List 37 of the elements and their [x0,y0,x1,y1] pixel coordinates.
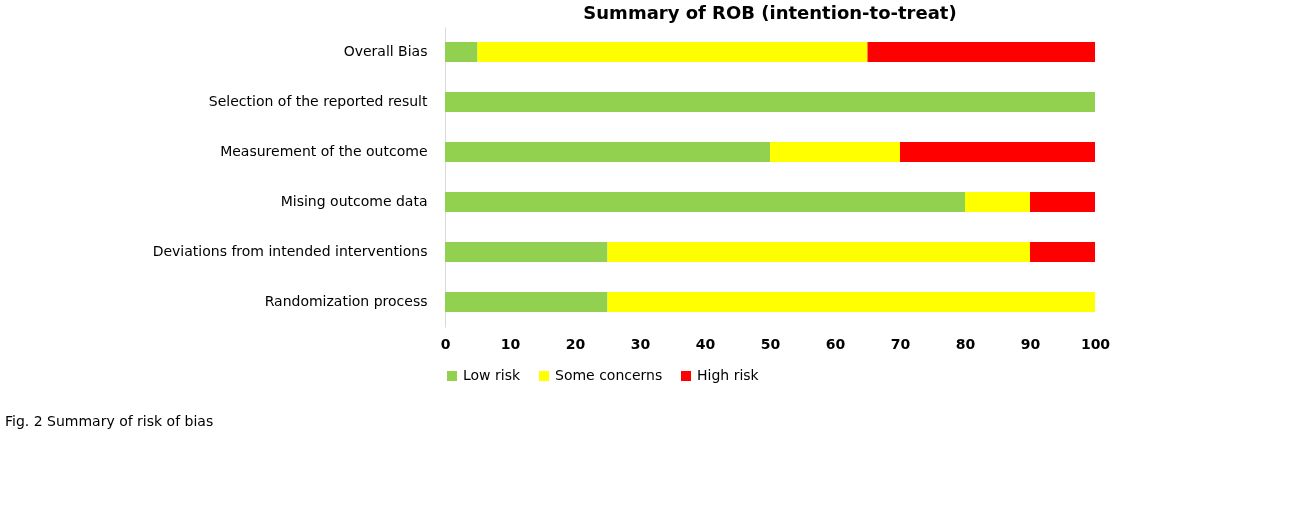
x-tick-label: 0 [440,335,451,352]
bar [1030,192,1095,212]
y-tick-label: Overall Bias [343,43,428,59]
legend-label: Low risk [463,367,521,383]
x-tick-label: 70 [890,335,911,352]
x-tick-label: 60 [825,335,846,352]
legend-label: Some concerns [555,367,663,383]
x-tick-label: 80 [955,335,976,352]
legend-label: High risk [697,367,760,383]
bar [477,42,868,62]
x-tick-label: 100 [1080,335,1111,352]
bar [1030,242,1095,262]
y-tick-label: Measurement of the outcome [220,143,428,159]
bar [445,192,965,212]
bar [445,142,770,162]
bar [445,42,478,62]
bar [607,242,1030,262]
y-tick-label: Randomization process [264,293,428,309]
bar [445,292,608,312]
bar [445,242,608,262]
x-tick-label: 90 [1020,335,1041,352]
bar [445,92,1095,112]
x-tick-label: 40 [695,335,716,352]
x-tick-label: 10 [500,335,521,352]
bar [770,142,900,162]
bar [607,292,1095,312]
bar [900,142,1095,162]
caption: Fig. 2 Summary of risk of bias [5,413,214,429]
bar [965,192,1030,212]
chart-title: Summary of ROB (intention-to-treat) [583,2,957,23]
bar [867,42,1095,62]
x-tick-label: 30 [630,335,651,352]
y-tick-label: Deviations from intended interventions [152,243,428,259]
x-tick-label: 50 [760,335,781,352]
y-tick-label: Mising outcome data [280,193,428,209]
x-tick-label: 20 [565,335,586,352]
y-tick-label: Selection of the reported result [208,93,429,109]
